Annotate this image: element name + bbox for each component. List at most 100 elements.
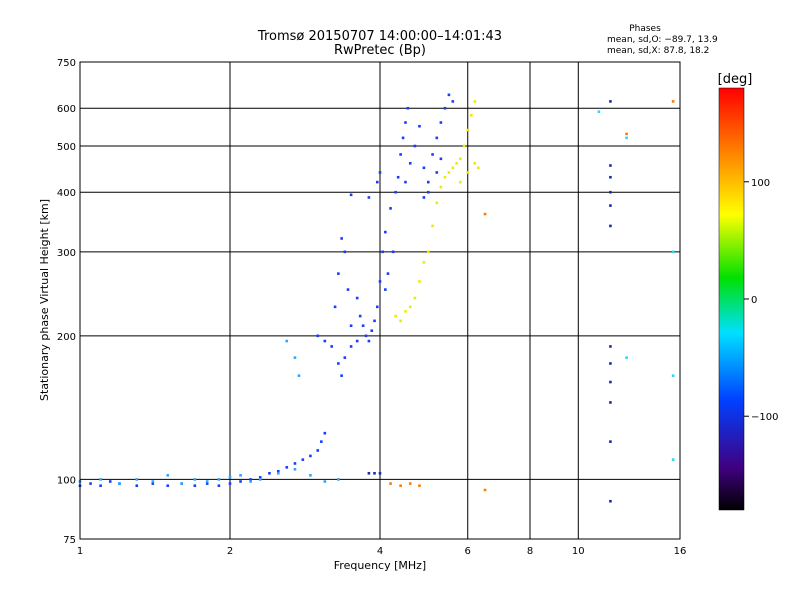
data-point bbox=[205, 482, 209, 485]
colorbar bbox=[718, 87, 745, 511]
colorbar-tick-label: 100 bbox=[751, 178, 770, 189]
data-point bbox=[375, 305, 379, 309]
data-point bbox=[285, 466, 289, 469]
data-point bbox=[609, 175, 612, 179]
colorbar-tick-label: 0 bbox=[751, 295, 757, 306]
data-point bbox=[180, 482, 184, 485]
data-point bbox=[609, 401, 612, 404]
data-point bbox=[239, 474, 242, 477]
data-point bbox=[349, 193, 353, 197]
data-point bbox=[337, 272, 340, 275]
data-point bbox=[451, 100, 455, 103]
y-tick-label: 400 bbox=[57, 188, 76, 199]
plot-frame bbox=[79, 61, 681, 540]
data-point bbox=[609, 164, 612, 167]
phases-title: Phases bbox=[629, 24, 661, 34]
data-point bbox=[455, 161, 458, 165]
data-point bbox=[609, 190, 612, 194]
x-tick-label: 16 bbox=[674, 546, 687, 557]
data-point bbox=[309, 454, 312, 458]
data-point bbox=[373, 319, 376, 323]
data-point bbox=[394, 314, 397, 318]
data-point bbox=[418, 280, 421, 283]
x-tick-label: 1 bbox=[77, 546, 83, 557]
data-point bbox=[285, 339, 289, 343]
data-point bbox=[193, 484, 197, 488]
data-point bbox=[364, 334, 368, 338]
data-point bbox=[435, 136, 439, 140]
data-point bbox=[439, 185, 443, 189]
data-point bbox=[451, 166, 455, 170]
y-tick-label: 200 bbox=[57, 332, 76, 343]
data-point bbox=[323, 431, 327, 435]
colorbar-tick-label: −100 bbox=[751, 412, 778, 423]
data-point bbox=[323, 339, 327, 343]
data-point bbox=[340, 374, 343, 377]
data-point bbox=[394, 190, 397, 194]
data-point bbox=[375, 180, 379, 184]
data-point bbox=[337, 362, 340, 365]
data-point bbox=[323, 480, 327, 483]
data-point bbox=[367, 196, 371, 199]
data-point bbox=[330, 345, 334, 348]
x-axis-ticks: 1 2 4 6 8 10 16 bbox=[77, 546, 687, 557]
data-point bbox=[346, 288, 350, 291]
data-point bbox=[396, 175, 400, 179]
data-point bbox=[609, 204, 612, 207]
data-point bbox=[349, 324, 353, 328]
data-point bbox=[301, 458, 305, 461]
data-point bbox=[431, 224, 434, 228]
data-point bbox=[422, 261, 426, 264]
data-point bbox=[343, 356, 347, 359]
data-point bbox=[337, 478, 340, 481]
data-point bbox=[462, 144, 466, 148]
data-point bbox=[426, 180, 430, 184]
data-point bbox=[401, 136, 405, 140]
data-point bbox=[389, 482, 392, 485]
data-point bbox=[249, 478, 252, 481]
x-tick-label: 8 bbox=[527, 546, 533, 557]
y-tick-label: 100 bbox=[57, 475, 76, 486]
data-point bbox=[473, 100, 477, 103]
y-tick-label: 500 bbox=[57, 142, 76, 153]
data-point bbox=[625, 356, 628, 359]
data-point bbox=[477, 166, 480, 170]
data-point bbox=[609, 499, 612, 503]
data-point bbox=[609, 362, 612, 365]
data-point bbox=[406, 106, 410, 110]
data-point bbox=[408, 305, 412, 309]
data-point bbox=[399, 153, 402, 156]
data-point bbox=[316, 449, 320, 452]
data-point bbox=[483, 212, 487, 216]
data-point bbox=[447, 171, 451, 174]
data-point bbox=[349, 345, 353, 348]
data-point bbox=[431, 153, 434, 156]
data-point bbox=[597, 110, 601, 114]
colorbar-label: [deg] bbox=[718, 72, 753, 87]
data-point bbox=[422, 166, 426, 170]
y-tick-label: 300 bbox=[57, 248, 76, 259]
data-point bbox=[367, 471, 371, 475]
data-point bbox=[408, 482, 412, 485]
data-point bbox=[293, 356, 297, 359]
y-axis-ticks: 75 100 200 300 400 500 600 750 bbox=[57, 58, 76, 546]
data-point bbox=[108, 480, 112, 483]
data-point bbox=[418, 484, 421, 488]
data-point bbox=[309, 474, 312, 477]
data-point bbox=[320, 440, 323, 443]
data-point bbox=[609, 440, 612, 443]
data-point bbox=[483, 488, 487, 492]
data-point bbox=[99, 484, 102, 488]
data-point bbox=[404, 121, 407, 124]
data-point bbox=[426, 250, 430, 254]
data-point bbox=[609, 100, 612, 103]
data-point bbox=[205, 480, 209, 483]
data-point bbox=[135, 484, 139, 488]
data-point bbox=[258, 476, 262, 479]
data-point bbox=[361, 324, 365, 328]
data-point bbox=[609, 380, 612, 384]
data-point bbox=[404, 180, 407, 184]
data-point bbox=[151, 480, 155, 483]
x-tick-label: 4 bbox=[377, 546, 383, 557]
